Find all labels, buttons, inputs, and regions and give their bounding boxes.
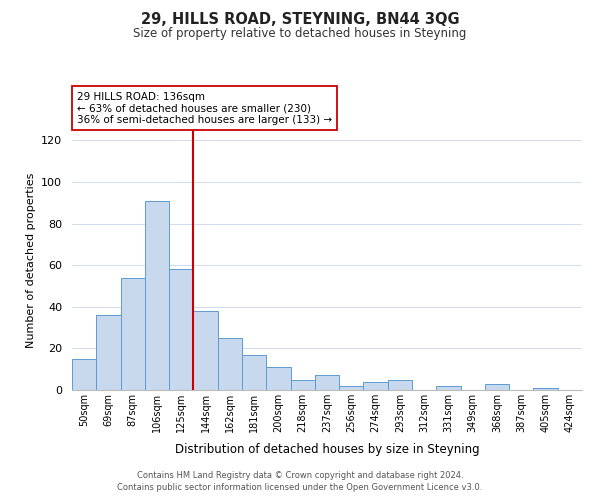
Bar (121, 278, 145, 390)
Bar (533, 388, 558, 390)
Bar (72, 359, 96, 390)
Bar (315, 376, 339, 390)
Bar (169, 270, 193, 390)
Bar (266, 367, 290, 390)
Bar (96, 315, 121, 390)
Y-axis label: Number of detached properties: Number of detached properties (26, 172, 35, 348)
Bar (485, 384, 509, 390)
Text: Size of property relative to detached houses in Steyning: Size of property relative to detached ho… (133, 28, 467, 40)
Bar (218, 338, 242, 390)
Text: 29, HILLS ROAD, STEYNING, BN44 3QG: 29, HILLS ROAD, STEYNING, BN44 3QG (140, 12, 460, 28)
Bar (339, 386, 364, 390)
Bar (364, 382, 388, 390)
Bar (145, 200, 169, 390)
Text: Contains HM Land Registry data © Crown copyright and database right 2024.
Contai: Contains HM Land Registry data © Crown c… (118, 471, 482, 492)
Text: 29 HILLS ROAD: 136sqm
← 63% of detached houses are smaller (230)
36% of semi-det: 29 HILLS ROAD: 136sqm ← 63% of detached … (77, 92, 332, 125)
Bar (388, 380, 412, 390)
X-axis label: Distribution of detached houses by size in Steyning: Distribution of detached houses by size … (175, 444, 479, 456)
Bar (242, 354, 266, 390)
Bar (436, 386, 461, 390)
Bar (290, 380, 315, 390)
Bar (193, 311, 218, 390)
